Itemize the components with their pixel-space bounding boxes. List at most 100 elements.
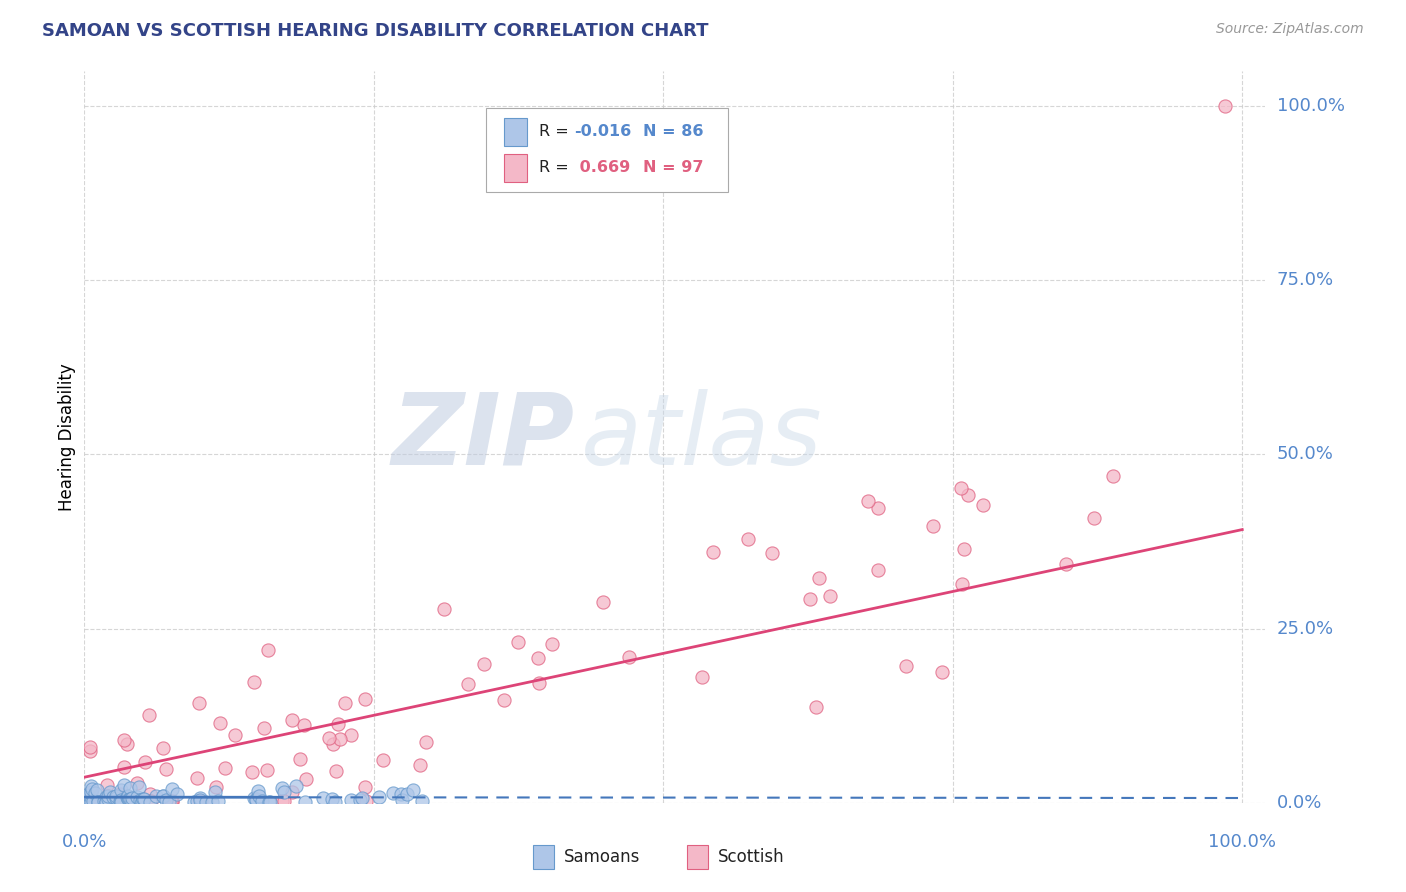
Point bbox=[326, 717, 349, 731]
Point bbox=[273, 794, 295, 808]
Text: 75.0%: 75.0% bbox=[1277, 271, 1334, 289]
Point bbox=[224, 728, 246, 742]
Point bbox=[162, 794, 184, 808]
Point bbox=[322, 737, 344, 751]
Text: 0.669: 0.669 bbox=[575, 161, 631, 175]
Text: SAMOAN VS SCOTTISH HEARING DISABILITY CORRELATION CHART: SAMOAN VS SCOTTISH HEARING DISABILITY CO… bbox=[42, 22, 709, 40]
Point bbox=[166, 787, 188, 801]
Point bbox=[112, 778, 135, 792]
Point bbox=[866, 563, 889, 577]
Point bbox=[75, 793, 97, 807]
Point bbox=[118, 781, 141, 796]
Text: Source: ZipAtlas.com: Source: ZipAtlas.com bbox=[1216, 22, 1364, 37]
Point bbox=[96, 779, 118, 793]
Point bbox=[371, 753, 394, 767]
Point bbox=[931, 665, 953, 680]
Point bbox=[131, 792, 153, 806]
Point bbox=[80, 795, 103, 809]
Text: atlas: atlas bbox=[581, 389, 823, 485]
Text: R =: R = bbox=[538, 124, 574, 139]
Point bbox=[97, 789, 120, 804]
Point bbox=[75, 794, 97, 808]
Point bbox=[245, 793, 267, 807]
Text: 25.0%: 25.0% bbox=[1277, 620, 1334, 638]
Point bbox=[111, 794, 134, 808]
Point bbox=[139, 794, 162, 808]
Point bbox=[79, 790, 101, 805]
Point bbox=[472, 657, 495, 671]
Point bbox=[294, 772, 316, 787]
Point bbox=[921, 518, 943, 533]
Point bbox=[80, 779, 103, 793]
FancyBboxPatch shape bbox=[486, 108, 728, 192]
Point bbox=[273, 785, 295, 799]
Point bbox=[243, 674, 266, 689]
Point bbox=[110, 783, 132, 797]
Point bbox=[129, 793, 152, 807]
Point bbox=[159, 795, 181, 809]
Point bbox=[134, 755, 156, 769]
Point bbox=[97, 791, 120, 805]
Point bbox=[818, 589, 841, 603]
Point bbox=[288, 752, 311, 766]
Point bbox=[204, 784, 226, 798]
Point bbox=[131, 794, 153, 808]
Point bbox=[104, 789, 127, 803]
Point bbox=[104, 791, 127, 805]
Point bbox=[257, 795, 280, 809]
Point bbox=[103, 794, 125, 808]
Text: 0.0%: 0.0% bbox=[62, 833, 107, 851]
Point bbox=[281, 714, 304, 728]
Point bbox=[972, 498, 994, 512]
Point bbox=[152, 740, 174, 755]
Point bbox=[83, 786, 105, 800]
Point bbox=[253, 721, 276, 735]
Point bbox=[318, 731, 340, 746]
Point bbox=[702, 545, 724, 559]
Point bbox=[950, 481, 973, 495]
Point bbox=[617, 650, 640, 665]
FancyBboxPatch shape bbox=[503, 119, 527, 146]
Point bbox=[159, 794, 181, 808]
Point bbox=[96, 789, 118, 803]
Point bbox=[125, 790, 148, 805]
Point bbox=[190, 793, 212, 807]
Text: 100.0%: 100.0% bbox=[1208, 833, 1277, 851]
Point bbox=[1213, 99, 1236, 113]
Point bbox=[128, 780, 150, 794]
Point bbox=[950, 576, 973, 591]
Point bbox=[108, 794, 131, 808]
Point bbox=[1054, 557, 1077, 571]
Point bbox=[209, 715, 232, 730]
Text: Samoans: Samoans bbox=[564, 848, 640, 866]
Point bbox=[118, 792, 141, 806]
Point bbox=[117, 794, 139, 808]
Point bbox=[187, 696, 209, 710]
Point bbox=[188, 790, 211, 805]
Point bbox=[592, 594, 614, 608]
Point bbox=[86, 783, 108, 797]
Point bbox=[76, 788, 98, 802]
Point bbox=[329, 731, 352, 746]
Point bbox=[256, 763, 278, 777]
Point bbox=[94, 790, 117, 805]
Point bbox=[108, 793, 131, 807]
Point bbox=[527, 651, 550, 665]
Point bbox=[186, 772, 208, 786]
FancyBboxPatch shape bbox=[533, 846, 554, 869]
Point bbox=[155, 793, 177, 807]
Point bbox=[799, 591, 821, 606]
Point bbox=[411, 794, 433, 808]
Point bbox=[132, 792, 155, 806]
Point bbox=[138, 708, 160, 723]
Point bbox=[368, 789, 391, 804]
Point bbox=[156, 794, 179, 808]
Text: N = 97: N = 97 bbox=[643, 161, 703, 175]
Point bbox=[1083, 511, 1105, 525]
Point bbox=[80, 785, 103, 799]
Point bbox=[804, 700, 827, 714]
Point bbox=[121, 795, 143, 809]
Point bbox=[108, 787, 131, 801]
Point bbox=[121, 791, 143, 805]
Point bbox=[155, 762, 177, 776]
